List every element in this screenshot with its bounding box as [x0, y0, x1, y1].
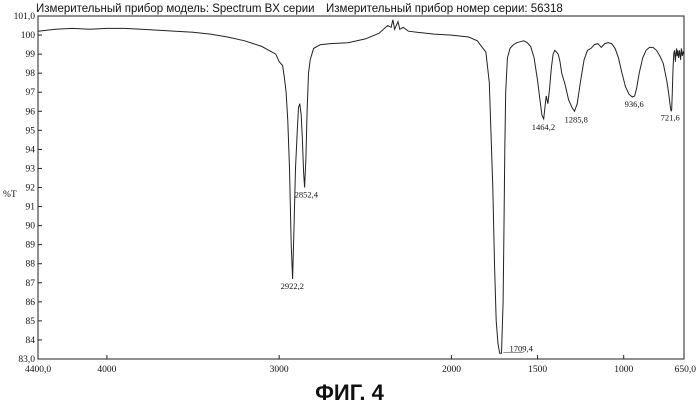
- peak-annotations: 2922,2 2852,4 1709,4 1464,2 1285,8 936,6 721,6: [281, 99, 680, 353]
- y-axis-label: %T: [3, 190, 17, 200]
- y-tick-label: 100: [21, 31, 36, 41]
- y-tick-label: 86: [26, 298, 36, 308]
- y-tick-label: 96: [26, 107, 36, 117]
- peak-label: 1709,4: [510, 343, 534, 353]
- y-tick-label: 87: [26, 279, 36, 289]
- peak-label: 1464,2: [532, 122, 555, 132]
- peak-label: 721,6: [661, 112, 680, 122]
- y-tick-label: 95: [26, 126, 36, 136]
- peak-label: 2922,2: [281, 281, 304, 291]
- x-tick-label: 650,0: [675, 365, 697, 375]
- spectrum-series: [38, 20, 684, 354]
- peak-label: 2852,4: [295, 190, 319, 200]
- peak-label: 936,6: [625, 99, 644, 109]
- y-tick-label: 98: [26, 69, 36, 79]
- x-tick-label: 4400,0: [25, 365, 51, 375]
- x-tick-label: 2000: [442, 365, 461, 375]
- spectrum-line: [38, 20, 684, 354]
- plot-frame: [38, 16, 684, 359]
- x-tick-label: 3000: [270, 365, 289, 375]
- y-tick-label: 92: [26, 184, 36, 194]
- y-tick-label: 85: [26, 317, 36, 327]
- chart-axes: [38, 16, 684, 359]
- y-tick-label: 94: [26, 145, 36, 155]
- x-tick-label: 1500: [528, 365, 547, 375]
- x-tick-label: 4000: [97, 365, 116, 375]
- peak-label: 1285,8: [564, 114, 587, 124]
- y-tick-label: 93: [26, 164, 36, 174]
- x-axis-ticks: 4400,0 4000 3000 2000 1500 1000 650,0: [25, 355, 696, 375]
- ir-spectrum-chart: 83,0 84 85 86 87 88 89 90 91 92 93 94 95 96 97 98 99 100 1…: [0, 0, 699, 375]
- y-tick-label: 97: [26, 88, 36, 98]
- y-tick-label: 84: [26, 336, 36, 346]
- y-tick-label: 89: [26, 241, 36, 251]
- y-tick-label: 101,0: [14, 12, 36, 22]
- figure-caption: ФИГ. 4: [0, 380, 699, 406]
- y-tick-label: 88: [26, 260, 36, 270]
- y-tick-label: 99: [26, 50, 36, 60]
- y-tick-label: 90: [26, 222, 36, 232]
- x-tick-label: 1000: [614, 365, 633, 375]
- y-tick-label: 83,0: [18, 355, 35, 365]
- y-tick-label: 91: [26, 203, 36, 213]
